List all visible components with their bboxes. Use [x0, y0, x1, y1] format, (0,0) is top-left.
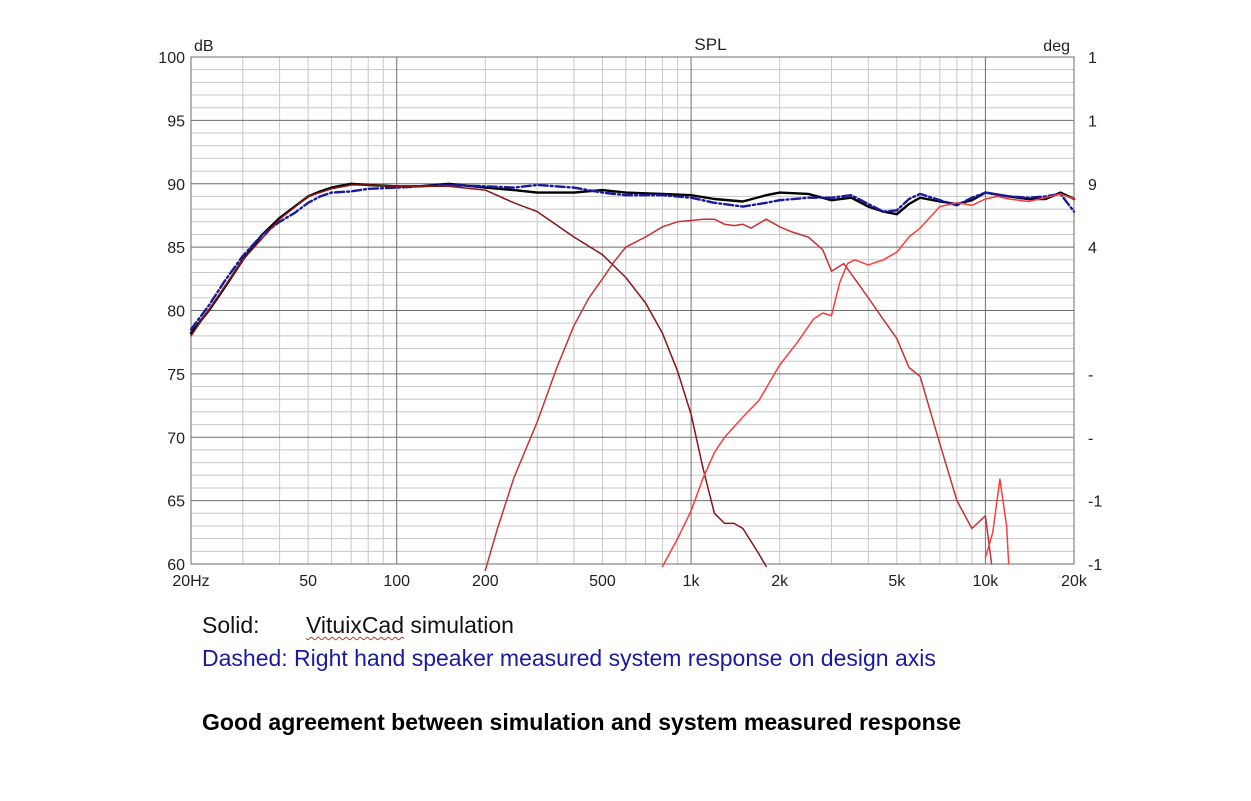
series-line-2 — [189, 183, 1076, 331]
x-tick-label: 1k — [683, 573, 701, 590]
x-tick-label: 2k — [771, 573, 789, 590]
caption-conclusion: Good agreement between simulation and sy… — [202, 709, 962, 735]
y-tick-label: 85 — [167, 240, 185, 257]
caption-vituixcad-word: VituixCad — [306, 612, 405, 638]
caption-solid: Solid: VituixCad simulation — [202, 612, 514, 639]
right-axis-unit: deg — [1043, 38, 1070, 55]
y-tick-label: 60 — [167, 557, 185, 574]
right-tick-label: -1 — [1088, 494, 1102, 511]
x-tick-label: 5k — [888, 573, 906, 590]
right-tick-label: 1 — [1088, 50, 1097, 67]
right-tick-label: - — [1088, 430, 1093, 447]
x-tick-label: 500 — [589, 573, 616, 590]
y-tick-label: 100 — [158, 50, 185, 67]
right-tick-label: -1 — [1088, 557, 1102, 574]
caption-dashed: Dashed: Right hand speaker measured syst… — [202, 645, 936, 671]
series-line-4 — [484, 218, 993, 572]
y-tick-label: 95 — [167, 113, 185, 130]
right-tick-label: 1 — [1088, 113, 1097, 130]
series-line-5 — [661, 193, 1075, 568]
y-tick-label: 80 — [167, 304, 185, 321]
x-tick-label: 200 — [472, 573, 499, 590]
caption-solid-text: simulation — [404, 612, 514, 638]
right-tick-label: 4 — [1088, 240, 1097, 257]
tick-labels: 20Hz 50 100 200 500 1k 2k 5k 10k 20k 100 95 90 85 80 75… — [158, 50, 1102, 590]
y-tick-label: 70 — [167, 430, 185, 447]
y-tick-label: 90 — [167, 177, 185, 194]
series-line-6 — [984, 478, 1010, 565]
x-tick-label: 10k — [972, 573, 999, 590]
plot-frame — [190, 56, 1075, 565]
right-tick-label: - — [1088, 367, 1093, 384]
x-tick-label: 50 — [299, 573, 317, 590]
x-tick-label: 100 — [383, 573, 410, 590]
y-tick-label: 75 — [167, 367, 185, 384]
x-tick-label: 20k — [1061, 573, 1088, 590]
caption-solid-key: Solid: — [202, 612, 260, 638]
series-line-3 — [190, 184, 767, 568]
series-layer — [189, 182, 1076, 572]
x-tick-label: 20Hz — [172, 573, 209, 590]
chart-title: SPL — [694, 35, 726, 54]
right-tick-label: 9 — [1088, 177, 1097, 194]
y-tick-label: 65 — [167, 494, 185, 511]
left-axis-unit: dB — [194, 38, 214, 55]
major-grid — [191, 57, 1074, 564]
spl-chart: 20Hz 50 100 200 500 1k 2k 5k 10k 20k 100 95 90 85 80 75… — [158, 35, 1102, 590]
